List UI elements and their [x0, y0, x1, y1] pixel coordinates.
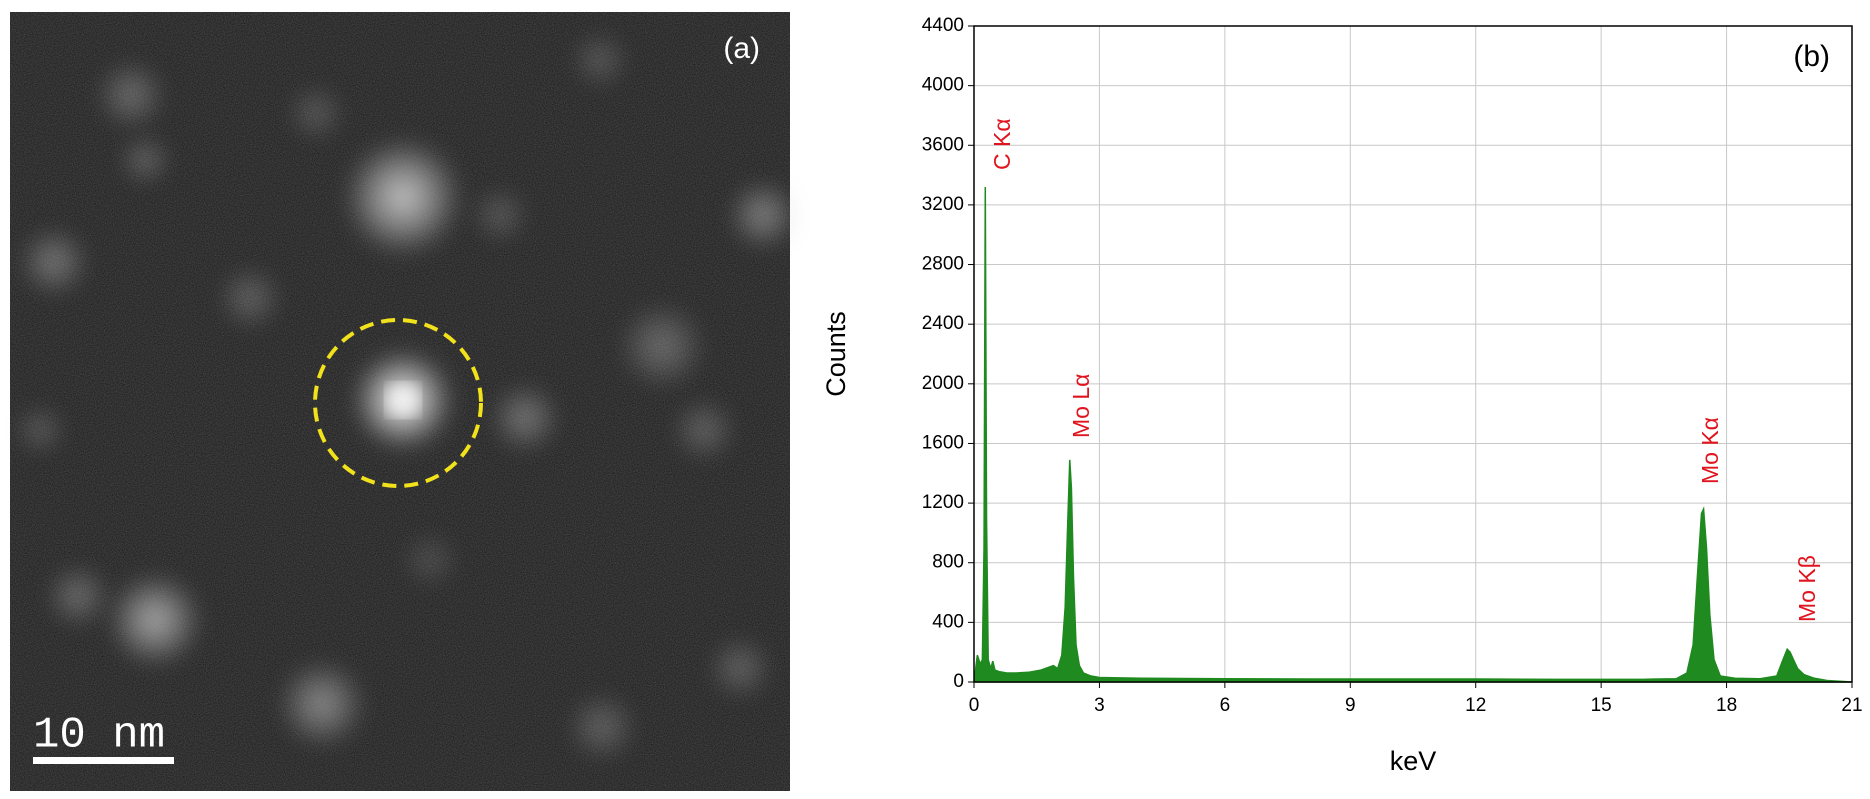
x-tick-label: 21: [1841, 695, 1862, 716]
peak-label: Mo Kα: [1697, 417, 1723, 484]
x-tick-label: 12: [1465, 695, 1486, 716]
y-tick-label: 800: [932, 552, 964, 573]
y-tick-label: 2400: [922, 313, 964, 334]
y-tick-label: 2000: [922, 373, 964, 394]
y-tick-label: 1200: [922, 492, 964, 513]
y-axis-label: Counts: [821, 311, 851, 397]
image-noise: [10, 12, 790, 791]
x-tick-label: 18: [1716, 695, 1737, 716]
x-tick-label: 0: [969, 695, 980, 716]
scale-bar: [33, 757, 174, 764]
peak-label: Mo Kβ: [1794, 555, 1820, 622]
y-tick-label: 4000: [922, 75, 964, 96]
peak-label: Mo Lα: [1068, 374, 1094, 438]
spectrum-area: [973, 187, 1853, 683]
y-tick-label: 400: [932, 611, 964, 632]
plot-frame: [973, 25, 1853, 683]
y-tick-label: 2800: [922, 254, 964, 275]
y-tick-label: 1600: [922, 432, 964, 453]
micrograph: (a) 10 nm: [10, 12, 802, 791]
y-tick-label: 3200: [922, 194, 964, 215]
x-tick-label: 15: [1591, 695, 1612, 716]
peak-label: C Kα: [989, 118, 1015, 170]
y-tick-label: 3600: [922, 134, 964, 155]
y-tick-label: 4400: [922, 15, 964, 36]
y-tick-label: 0: [953, 671, 964, 692]
x-tick-label: 9: [1345, 695, 1356, 716]
x-tick-label: 6: [1220, 695, 1231, 716]
panel-label: (a): [723, 32, 760, 65]
spectrum-chart: 0 400 800 1200 1600 2000 2400 2800 3200 3600 4000 4…: [821, 15, 1862, 776]
x-axis-label: keV: [1390, 746, 1437, 776]
x-tick-label: 3: [1094, 695, 1105, 716]
panel-label: (b): [1793, 40, 1830, 73]
highlight-circle: [313, 318, 483, 488]
scale-bar-label: 10 nm: [33, 711, 165, 761]
